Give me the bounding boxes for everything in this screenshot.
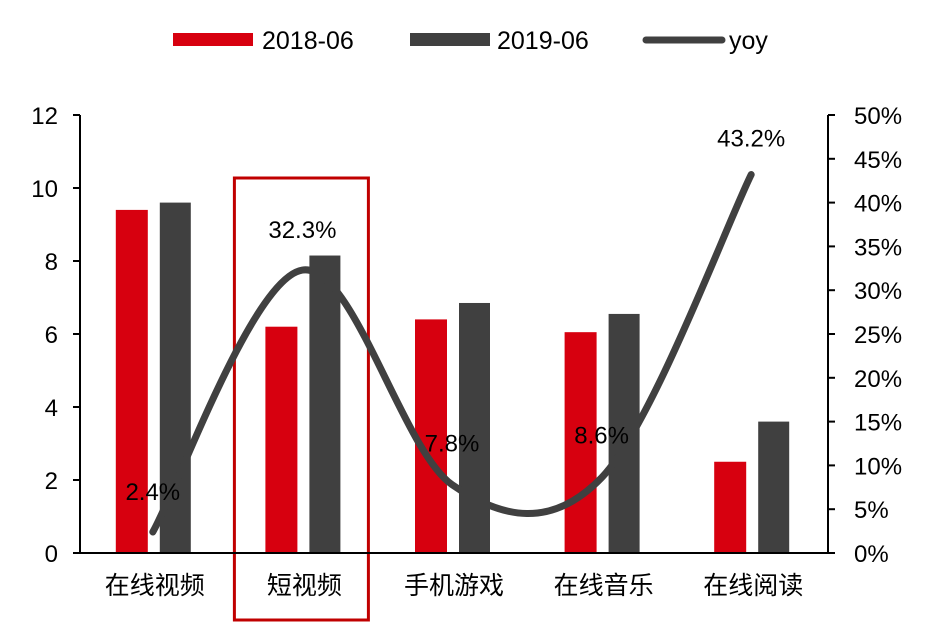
bar-2019-06 bbox=[459, 302, 490, 553]
right-tick-label: 45% bbox=[854, 147, 902, 174]
bar-2018-06 bbox=[415, 319, 447, 553]
bar-2019-06 bbox=[758, 421, 790, 553]
legend-label: yoy bbox=[729, 27, 768, 55]
data-label: 32.3% bbox=[268, 217, 336, 244]
left-tick-label: 2 bbox=[45, 468, 58, 495]
left-tick-label: 8 bbox=[45, 249, 58, 276]
category-label: 在线视频 bbox=[105, 572, 205, 600]
category-label: 在线阅读 bbox=[703, 572, 803, 600]
bar-2018-06 bbox=[714, 461, 747, 553]
data-label: 8.6% bbox=[574, 423, 629, 450]
right-tick-label: 0% bbox=[854, 541, 889, 568]
category-label: 短视频 bbox=[267, 572, 342, 600]
bar-2019-06 bbox=[159, 202, 191, 553]
left-tick-label: 12 bbox=[31, 103, 58, 130]
data-label: 43.2% bbox=[717, 126, 785, 153]
bar-2018-06 bbox=[115, 209, 148, 553]
axes: 0 2 4 6 8 10 12 0% 5% 10% 15% 20% 25% 30% 35% 40% 45% 50%… bbox=[31, 103, 902, 600]
right-tick-label: 5% bbox=[854, 497, 889, 524]
bar-2018-06 bbox=[265, 326, 298, 553]
highlight-box bbox=[232, 176, 370, 622]
data-labels: 2.4% 32.3% 7.8% 8.6% 43.2% bbox=[125, 126, 785, 506]
right-tick-label: 40% bbox=[854, 191, 902, 218]
right-tick-label: 15% bbox=[854, 410, 902, 437]
right-tick-label: 25% bbox=[854, 322, 902, 349]
category-label: 在线音乐 bbox=[554, 572, 654, 600]
right-tick-label: 20% bbox=[854, 366, 902, 393]
legend-swatch-2018-06 bbox=[173, 33, 253, 46]
bars bbox=[115, 202, 790, 553]
right-tick-label: 35% bbox=[854, 234, 902, 261]
left-tick-label: 6 bbox=[45, 322, 58, 349]
highlight-rect bbox=[232, 176, 370, 622]
legend: 2018-06 2019-06 yoy bbox=[173, 27, 768, 55]
left-tick-label: 10 bbox=[31, 176, 58, 203]
bar-2018-06 bbox=[564, 332, 597, 553]
data-label: 2.4% bbox=[125, 479, 180, 506]
legend-label: 2018-06 bbox=[262, 27, 354, 55]
legend-swatch-2019-06 bbox=[410, 33, 490, 46]
data-label: 7.8% bbox=[425, 431, 480, 458]
bar-2019-06 bbox=[309, 255, 341, 553]
left-tick-label: 4 bbox=[45, 395, 58, 422]
right-tick-label: 10% bbox=[854, 453, 902, 480]
yoy-line-path bbox=[149, 171, 755, 536]
legend-label: 2019-06 bbox=[497, 27, 589, 55]
category-label: 手机游戏 bbox=[404, 572, 504, 600]
yoy-line bbox=[149, 171, 755, 536]
right-tick-label: 50% bbox=[854, 103, 902, 130]
right-tick-label: 30% bbox=[854, 278, 902, 305]
left-tick-label: 0 bbox=[45, 541, 58, 568]
